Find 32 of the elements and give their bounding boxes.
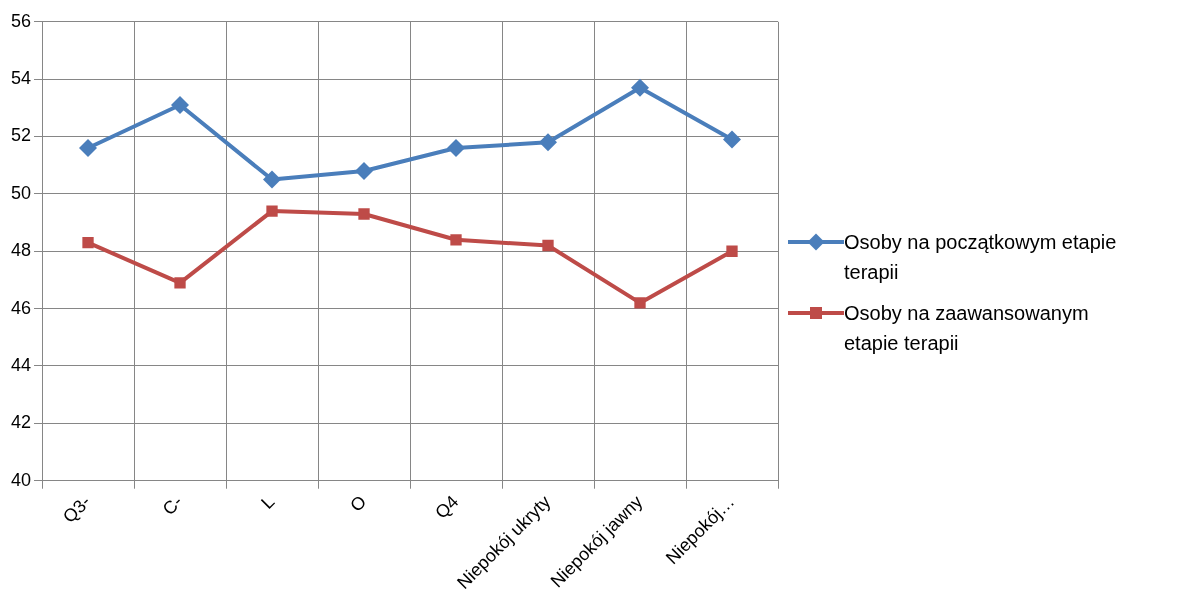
point — [355, 161, 374, 180]
y-tick-label: 46 — [10, 297, 32, 318]
legend-label: Osoby na początkowym etapie terapii — [844, 229, 1118, 285]
x-tick-label: Q4 — [431, 491, 463, 523]
point — [723, 130, 741, 149]
legend-label: Osoby na zaawansowanym etapie terapii — [844, 300, 1090, 356]
point — [263, 170, 282, 189]
point — [539, 133, 558, 152]
y-tick-label: 50 — [10, 182, 32, 203]
y-tick-label: 48 — [10, 240, 32, 261]
point — [726, 245, 738, 257]
point — [79, 139, 98, 157]
point — [174, 277, 186, 289]
point — [171, 95, 190, 114]
point — [542, 239, 554, 252]
point — [358, 208, 370, 220]
point — [450, 234, 462, 246]
y-tick-label: 44 — [10, 354, 32, 375]
point — [82, 237, 94, 249]
point — [266, 205, 278, 217]
point — [631, 78, 649, 97]
y-tick-label: 40 — [10, 469, 32, 490]
y-tick-label: 54 — [10, 68, 32, 89]
x-tick-label: C- — [158, 491, 187, 520]
point — [447, 139, 466, 157]
point — [634, 297, 646, 309]
y-tick-label: 52 — [10, 125, 32, 146]
x-tick-label: O — [346, 491, 371, 516]
y-tick-label: 56 — [10, 10, 32, 31]
y-tick-label: 42 — [10, 412, 32, 433]
x-tick-label: Q3- — [59, 491, 95, 527]
x-tick-label: L — [257, 491, 279, 513]
